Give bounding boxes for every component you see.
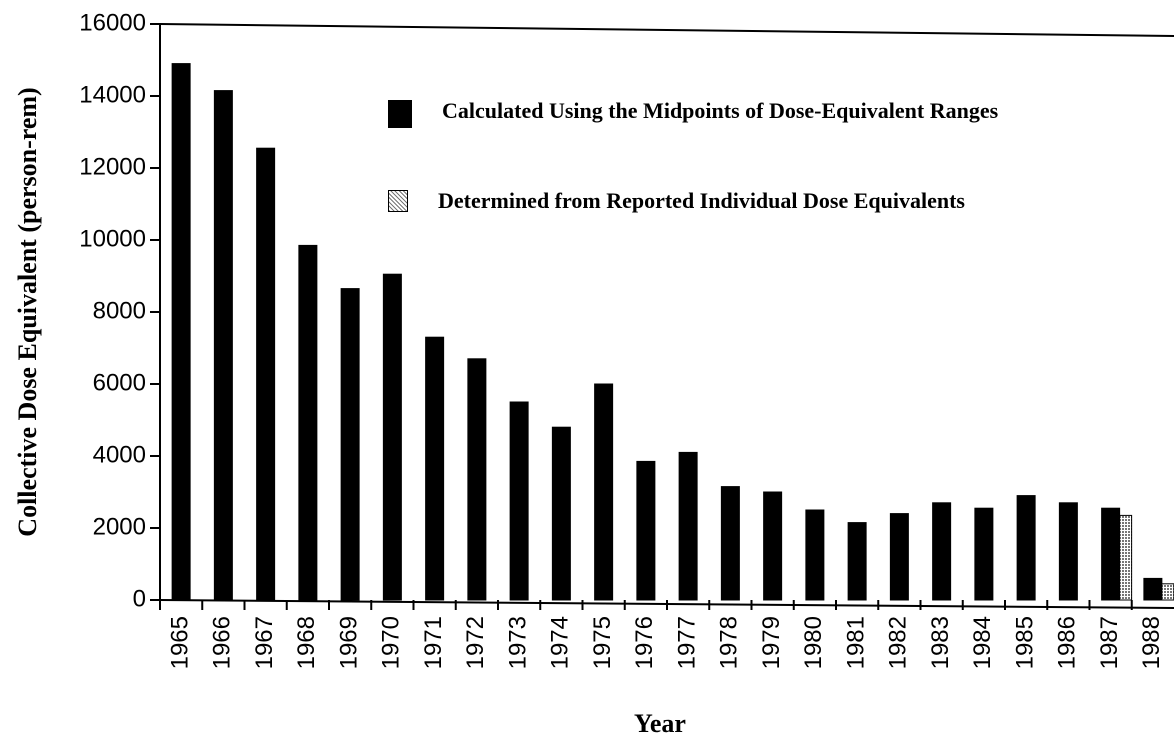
x-tick-label: 1971 [420,616,447,669]
bar [1143,577,1163,601]
bar [1101,507,1121,601]
x-tick-label: 1975 [589,616,616,669]
x-tick-label: 1986 [1054,616,1081,669]
y-tick-label: 10000 [79,225,146,252]
bar [425,336,445,601]
x-tick-label: 1969 [335,616,362,669]
bar [932,502,952,601]
y-tick-label: 4000 [93,441,146,468]
x-tick-label: 1972 [462,616,489,669]
bar [720,486,740,601]
x-tick-label: 1968 [293,616,320,669]
bar [678,451,698,601]
bar [298,244,318,601]
x-tick-label: 1965 [166,616,193,669]
bar [1161,583,1174,601]
bar [805,509,825,601]
top-border [159,23,1174,37]
bar [889,513,909,601]
x-tick-label: 1983 [927,616,954,669]
x-tick-label: 1974 [547,616,574,669]
bar [382,273,402,601]
x-tick-label: 1987 [1096,616,1123,669]
bar [467,358,487,601]
bar [974,507,994,601]
x-tick-label: 1984 [969,616,996,669]
bar [340,288,360,601]
legend-item: Determined from Reported Individual Dose… [388,188,1028,214]
bar [171,63,191,601]
legend-label: Calculated Using the Midpoints of Dose-E… [442,98,999,123]
x-tick-label: 1988 [1138,616,1165,669]
bar [256,147,276,601]
x-tick-label: 1966 [209,616,236,669]
y-tick-label: 8000 [93,297,146,324]
legend-swatch [388,190,408,212]
x-tick-label: 1980 [800,616,827,669]
x-tick-label: 1967 [251,616,278,669]
bar [847,522,867,601]
x-tick-label: 1970 [378,616,405,669]
x-axis-label: Year [634,709,686,738]
x-tick-label: 1977 [673,616,700,669]
x-tick-label: 1981 [842,616,869,669]
x-tick-label: 1973 [504,616,531,669]
y-tick-label: 14000 [79,81,146,108]
x-tick-label: 1982 [885,616,912,669]
bar [1058,502,1078,601]
bar [213,90,233,601]
y-tick-label: 0 [133,585,146,612]
bar [1016,495,1036,601]
bar [636,460,656,601]
x-tick-label: 1976 [631,616,658,669]
y-axis-label: Collective Dose Equivalent (person-rem) [13,87,42,536]
y-tick-label: 12000 [79,153,146,180]
bar [1119,514,1133,601]
x-tick-label: 1978 [716,616,743,669]
legend-label: Determined from Reported Individual Dose… [438,188,965,213]
legend-item: Calculated Using the Midpoints of Dose-E… [388,98,1028,128]
y-tick-label: 16000 [79,9,146,36]
legend-swatch [388,100,412,128]
bar [551,426,571,601]
y-tick-label: 6000 [93,369,146,396]
bar [594,383,614,601]
bar [509,401,529,601]
x-tick-label: 1979 [758,616,785,669]
x-tick-label: 1985 [1011,616,1038,669]
y-tick-label: 2000 [93,513,146,540]
bar [763,491,783,601]
